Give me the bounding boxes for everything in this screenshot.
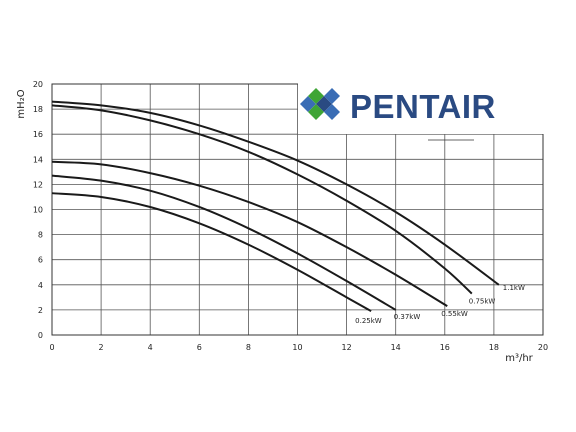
tick-labels: 0 2 4 6 8 10 12 14 16 18 20 0 2 4 6 8 10 12 14 16 18 20 [33,80,548,352]
series-label: 0.25kW [355,317,382,325]
x-tick-label: 20 [538,343,548,352]
y-tick-label: 20 [33,80,43,89]
y-axis-label: mH₂O [16,89,27,118]
series-line-1.1kW [51,100,500,286]
x-tick-label: 6 [197,343,202,352]
series-label: 0.37kW [394,313,421,321]
series-label: 0.55kW [441,310,468,318]
pentair-logo: PENTAIR [298,74,550,141]
pentair-diamond-icon [300,88,340,120]
series-label: 1.1kW [503,284,525,292]
x-tick-label: 18 [489,343,499,352]
series-line-0.55kW [51,160,448,307]
x-tick-label: 8 [246,343,251,352]
y-tick-label: 16 [33,130,43,139]
series-line-0.75kW [51,104,473,295]
plot-frame [51,83,544,336]
logo-wordmark: PENTAIR [350,88,496,125]
curves [51,100,500,313]
y-tick-label: 2 [38,306,43,315]
y-tick-label: 14 [33,155,43,164]
series-label: 0.75kW [469,298,496,306]
x-tick-label: 14 [391,343,401,352]
logo-background [298,74,550,134]
x-tick-label: 0 [49,343,54,352]
x-tick-label: 16 [440,343,450,352]
x-axis-label: m³/hr [505,353,533,364]
y-tick-label: 12 [33,180,43,189]
y-tick-label: 4 [38,281,43,290]
x-tick-label: 12 [342,343,352,352]
y-tick-label: 18 [33,105,43,114]
y-tick-label: 8 [38,231,43,240]
y-tick-label: 0 [38,331,43,340]
series-line-0.25kW [51,192,372,313]
x-tick-label: 10 [292,343,302,352]
y-tick-label: 6 [38,256,43,265]
x-tick-label: 4 [148,343,153,352]
series-line-0.37kW [51,174,397,311]
x-tick-label: 2 [99,343,104,352]
y-tick-label: 10 [33,206,43,215]
